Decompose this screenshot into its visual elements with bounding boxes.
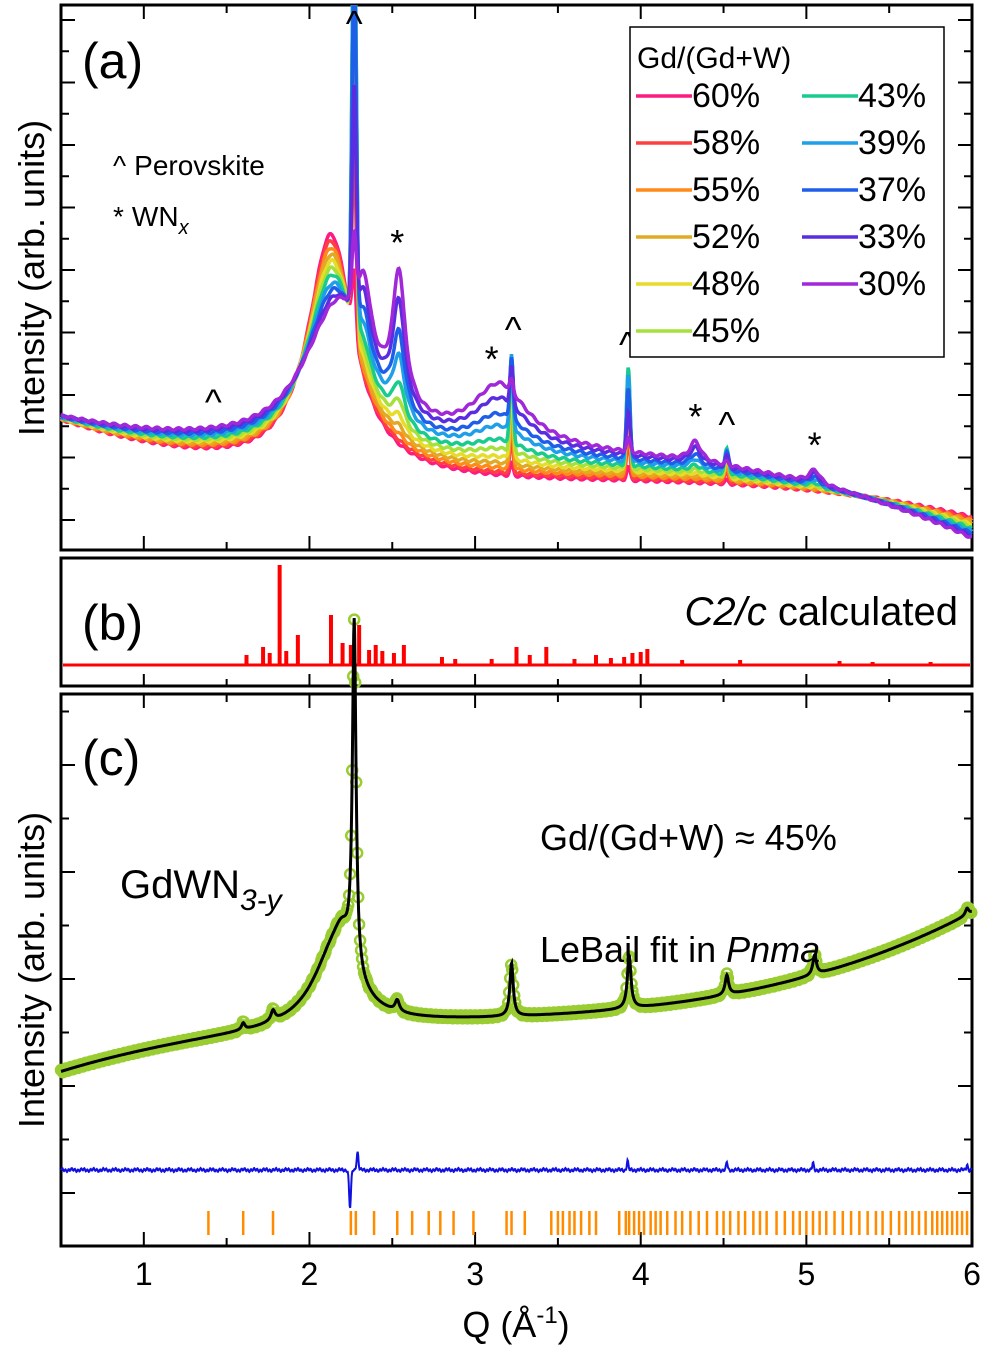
- legend-label-39%: 39%: [858, 124, 926, 162]
- compound-label-sub: 3-y: [240, 884, 284, 917]
- legend-label-43%: 43%: [858, 77, 926, 115]
- panel-c-label: (c): [82, 730, 140, 786]
- peak-marker-8: *: [808, 425, 822, 466]
- composition-label: Gd/(Gd+W) ≈ 45%: [540, 817, 837, 858]
- panel-b-x-ticks: [60, 674, 973, 686]
- peak-marker-1: ^: [346, 3, 363, 44]
- panel-c-fit-line: [60, 618, 972, 1073]
- peak-marker-6: *: [688, 396, 702, 437]
- legend-label-33%: 33%: [858, 218, 926, 256]
- series-line-30%: [60, 227, 973, 539]
- compound-label: GdWN3-y: [120, 863, 284, 917]
- fit-label: LeBail fit in Pnma: [540, 929, 820, 970]
- panel-b-annotation: C2/c calculated: [685, 590, 958, 634]
- panel-c-y-ticks: [61, 710, 972, 1194]
- panel-a-label: (a): [82, 33, 143, 89]
- legend: Gd/(Gd+W) 60% 58% 55% 52% 48% 45% 43% 39% 37% 33%…: [629, 26, 945, 358]
- marker-key-wnx-sub: x: [178, 217, 190, 239]
- panel-b-annotation-rest: calculated: [767, 590, 958, 634]
- compound-label-main: GdWN: [120, 863, 240, 907]
- y-axis-label-c: Intensity (arb. units): [11, 812, 52, 1128]
- legend-label-48%: 48%: [692, 265, 760, 303]
- marker-key-wnx-label: WN: [132, 201, 179, 232]
- x-axis-label: Q (Å-1): [462, 1302, 569, 1345]
- panel-b-label: (b): [82, 595, 143, 651]
- legend-label-58%: 58%: [692, 124, 760, 162]
- panel-c: (c) GdWN3-y Gd/(Gd+W) ≈ 45% LeBail fit i…: [54, 613, 981, 1345]
- x-tick-label-6: 6: [963, 1256, 981, 1292]
- y-axis-label-a: Intensity (arb. units): [11, 120, 52, 436]
- peak-marker-4: ^: [505, 309, 522, 350]
- panel-b-frame: [59, 556, 974, 688]
- marker-key-perovskite: ^ Perovskite: [113, 150, 265, 181]
- x-axis-label-end: ): [558, 1304, 570, 1345]
- legend-label-52%: 52%: [692, 218, 760, 256]
- marker-key-wnx: * WNx: [113, 201, 190, 239]
- peak-marker-3: *: [485, 338, 499, 379]
- peak-marker-0: ^: [205, 381, 222, 422]
- legend-label-45%: 45%: [692, 312, 760, 350]
- panel-b: (b) C2/c calculated: [59, 556, 974, 688]
- fit-label-italic: Pnma: [726, 929, 820, 970]
- legend-label-55%: 55%: [692, 171, 760, 209]
- legend-title: Gd/(Gd+W): [637, 42, 791, 75]
- panel-a-x-ticks: [60, 5, 973, 550]
- panel-c-reflection-ticks: [207, 1211, 969, 1235]
- panel-a-curves: [59, 5, 974, 539]
- panel-c-x-ticks: [60, 694, 973, 1246]
- panel-b-annotation-italic: C2/c: [685, 590, 767, 634]
- marker-key-perovskite-label: Perovskite: [134, 150, 265, 181]
- x-axis-label-main: Q (Å: [462, 1304, 536, 1345]
- legend-box: [629, 26, 945, 358]
- x-tick-label-3: 3: [466, 1256, 484, 1292]
- x-axis-label-sup: -1: [536, 1302, 557, 1329]
- panel-c-frame: [59, 692, 974, 1248]
- panel-a-y-ticks: [61, 19, 972, 521]
- x-tick-label-1: 1: [135, 1256, 153, 1292]
- panel-a-peak-markers: ^^**^ ^* ^*: [205, 3, 822, 466]
- marker-key-perovskite-symbol: ^: [113, 150, 126, 181]
- panel-b-sticks: [63, 565, 970, 667]
- marker-key-wnx-symbol: *: [113, 201, 124, 232]
- fit-label-text: LeBail fit in: [540, 929, 726, 970]
- panel-c-difference-line: [60, 1151, 973, 1209]
- legend-items: 60% 58% 55% 52% 48% 45% 43% 39% 37% 33% 30%: [636, 77, 926, 350]
- panel-a-frame: [59, 3, 974, 552]
- x-tick-label-5: 5: [797, 1256, 815, 1292]
- panel-a: ^^**^ ^* ^* (a) ^ Perovskite * WNx Gd/(Gd+W)…: [59, 3, 974, 552]
- legend-label-60%: 60%: [692, 77, 760, 115]
- x-tick-labels: 1 2 3 4 5 6: [135, 1256, 981, 1292]
- x-tick-label-2: 2: [301, 1256, 319, 1292]
- legend-label-37%: 37%: [858, 171, 926, 209]
- legend-label-30%: 30%: [858, 265, 926, 303]
- peak-marker-7: ^: [718, 404, 735, 445]
- x-tick-label-4: 4: [632, 1256, 650, 1292]
- peak-marker-2: *: [390, 222, 404, 263]
